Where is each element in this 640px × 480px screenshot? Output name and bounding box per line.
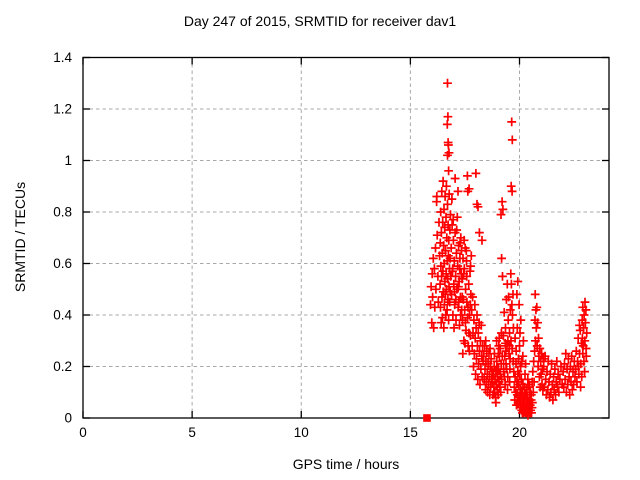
- x-tick-label: 20: [512, 425, 527, 440]
- y-tick-label: 1.4: [53, 50, 72, 65]
- y-tick-label: 1: [64, 153, 72, 168]
- y-tick-label: 0.8: [53, 205, 72, 220]
- x-tick-label: 5: [188, 425, 196, 440]
- x-axis-label: GPS time / hours: [292, 456, 400, 472]
- x-tick-label: 0: [79, 425, 87, 440]
- scatter-points-plus: [426, 78, 592, 420]
- y-tick-label: 0.4: [53, 308, 72, 323]
- x-tick-label: 10: [294, 425, 309, 440]
- y-tick-label: 1.2: [53, 102, 72, 117]
- zero-square-marker: [423, 414, 431, 422]
- chart-title: Day 247 of 2015, SRMTID for receiver dav…: [183, 13, 457, 29]
- x-tick-label: 15: [403, 425, 418, 440]
- y-tick-label: 0.2: [53, 359, 72, 374]
- y-tick-label: 0: [64, 411, 72, 426]
- y-tick-label: 0.6: [53, 256, 72, 271]
- plot-border: [82, 56, 610, 419]
